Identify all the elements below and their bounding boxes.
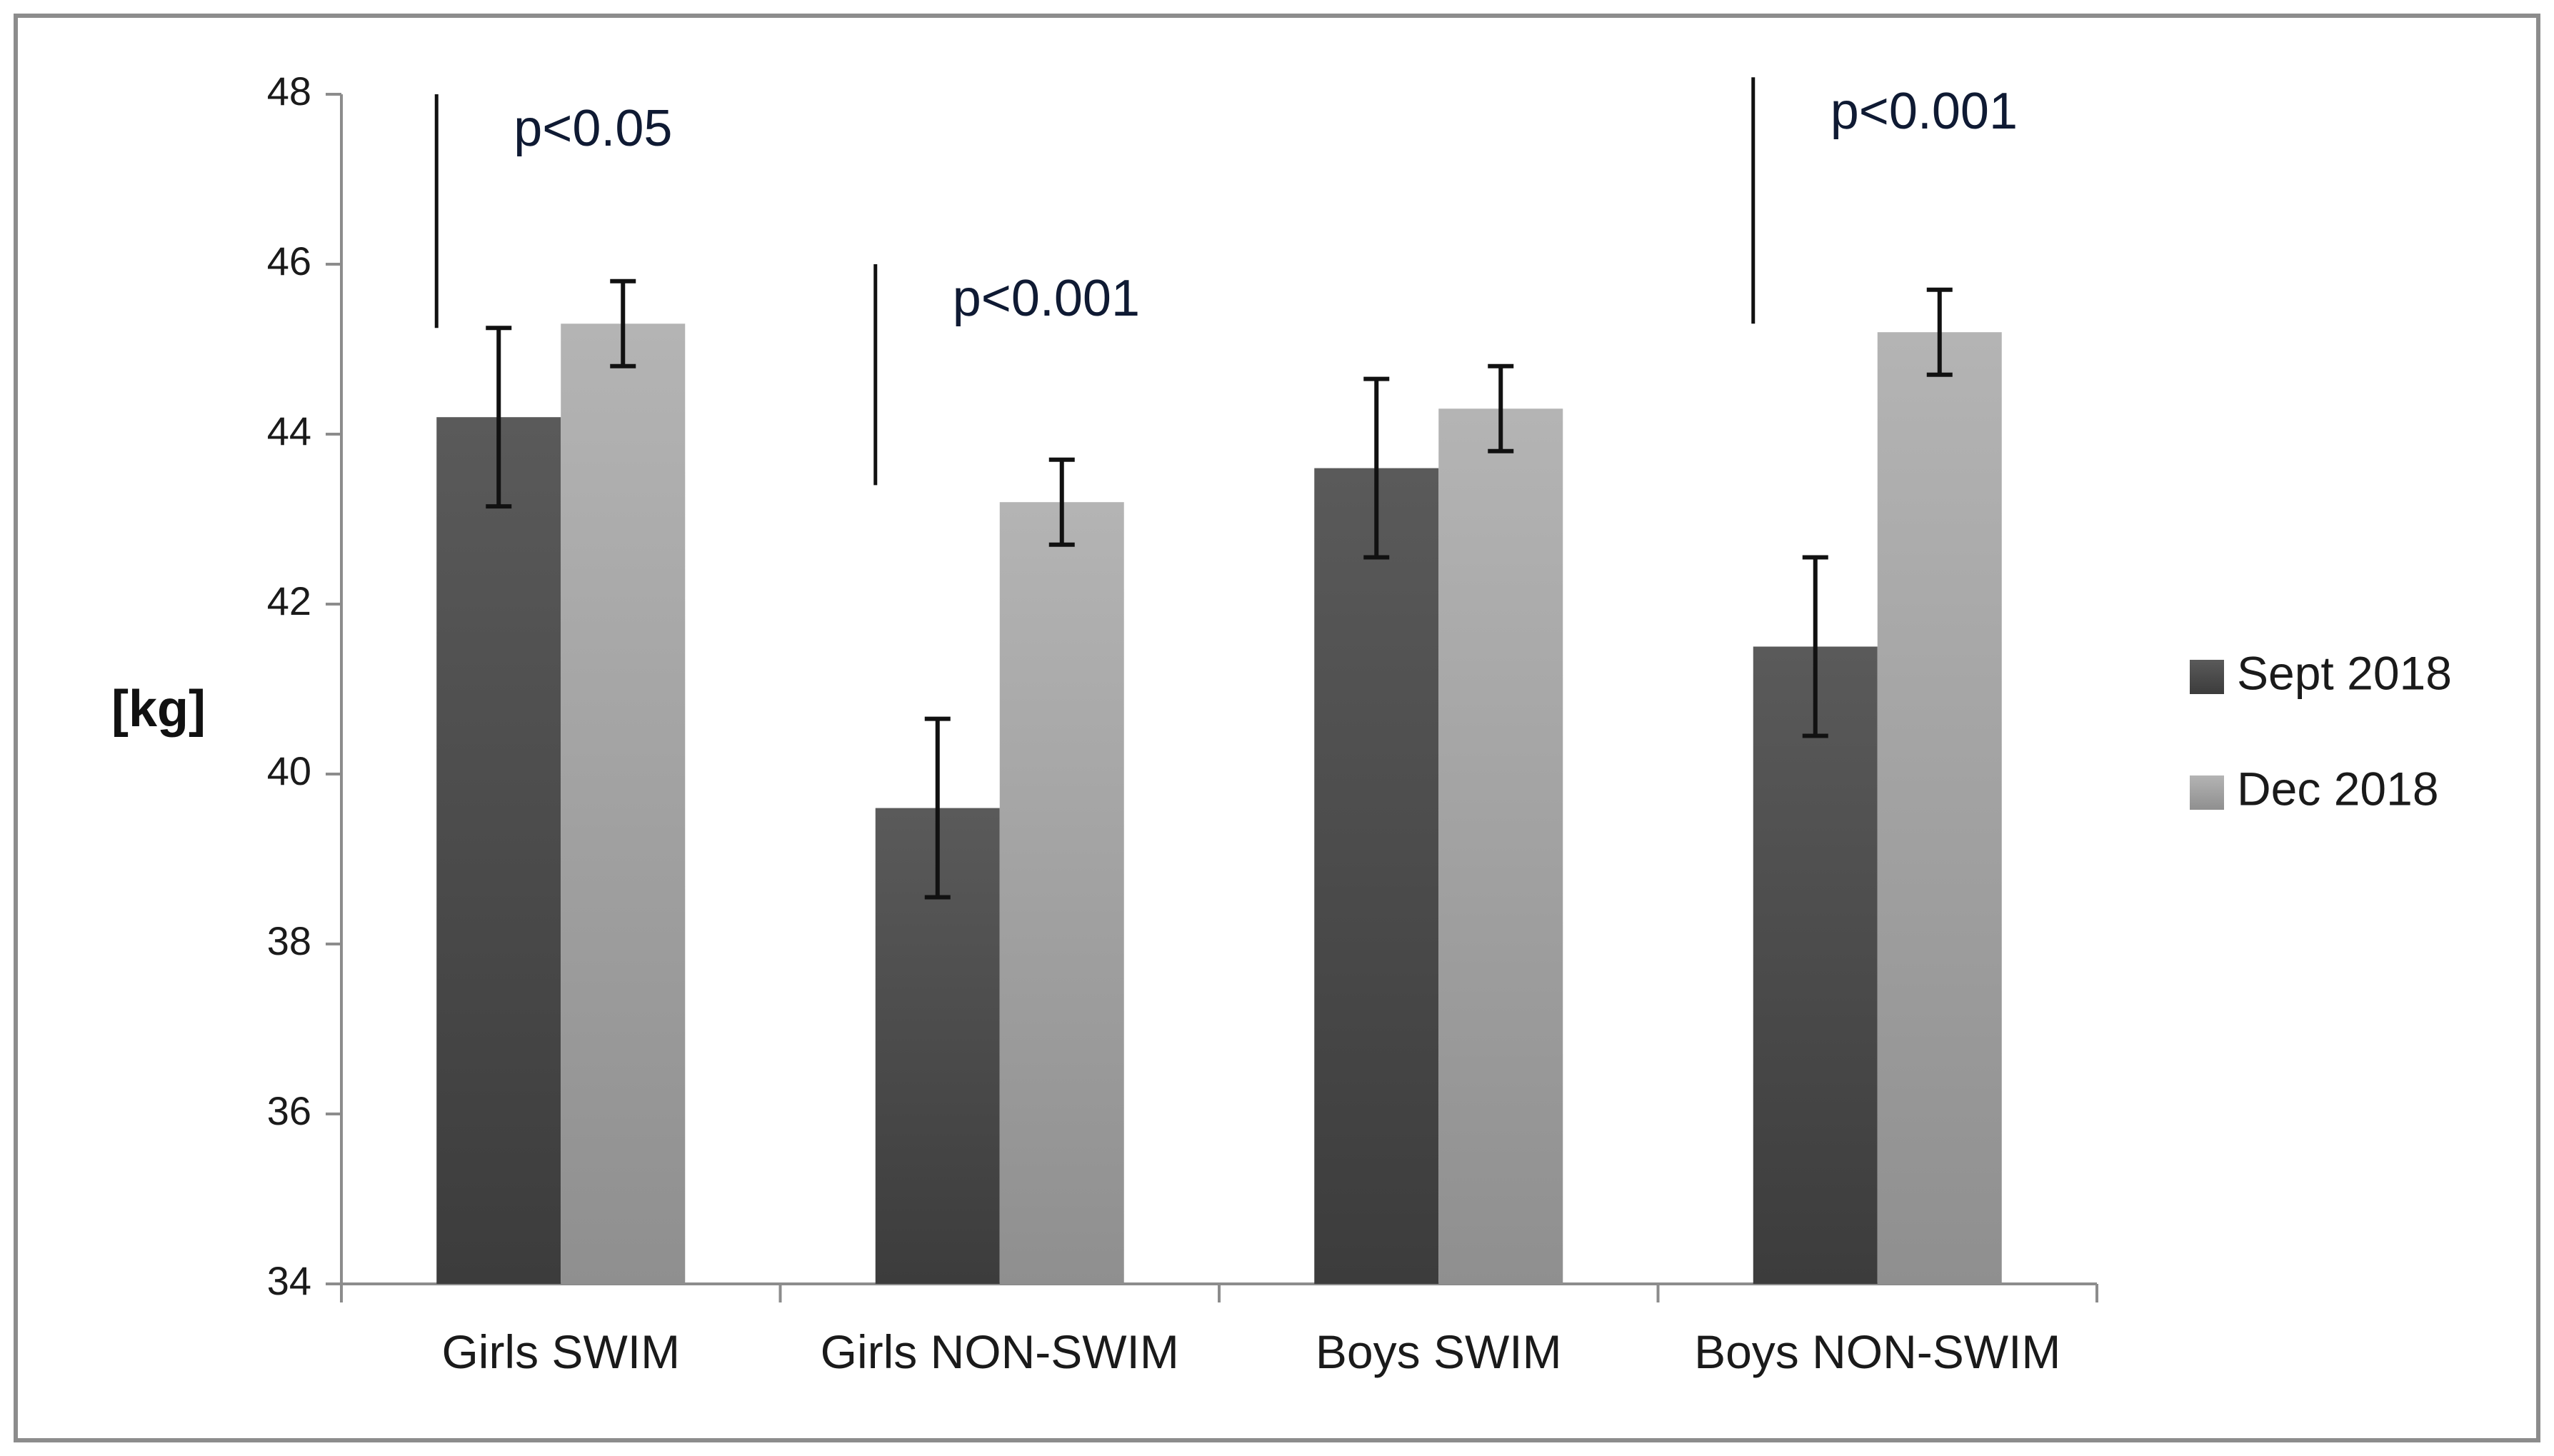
bar-dec xyxy=(999,502,1124,1285)
bar-dec xyxy=(561,323,686,1284)
chart-frame xyxy=(14,14,2540,1442)
y-tick-label: 34 xyxy=(267,1258,311,1303)
y-axis-label: [kg] xyxy=(111,681,206,738)
x-category-label: Girls SWIM xyxy=(441,1325,680,1378)
y-tick-label: 44 xyxy=(267,408,311,453)
bar-sept xyxy=(1314,468,1439,1284)
y-tick-label: 40 xyxy=(267,748,311,793)
x-category-label: Girls NON-SWIM xyxy=(821,1325,1179,1378)
legend-swatch-sept xyxy=(2190,660,2224,694)
bar-sept xyxy=(436,417,561,1285)
bar-dec xyxy=(1438,408,1563,1284)
bar-sept xyxy=(1753,646,1878,1284)
y-tick-label: 36 xyxy=(267,1088,311,1133)
legend-swatch-dec xyxy=(2190,775,2224,810)
x-category-label: Boys NON-SWIM xyxy=(1694,1325,2060,1378)
y-tick-label: 42 xyxy=(267,578,311,623)
x-category-label: Boys SWIM xyxy=(1316,1325,1562,1378)
y-tick-label: 46 xyxy=(267,239,311,283)
y-tick-label: 48 xyxy=(267,69,311,114)
significance-label: p<0.05 xyxy=(514,100,672,157)
significance-label: p<0.001 xyxy=(1831,83,2018,140)
bar-dec xyxy=(1877,332,2002,1285)
significance-label: p<0.001 xyxy=(953,270,1140,327)
legend-label: Sept 2018 xyxy=(2237,646,2452,699)
y-tick-label: 38 xyxy=(267,918,311,963)
legend-label: Dec 2018 xyxy=(2237,762,2439,815)
